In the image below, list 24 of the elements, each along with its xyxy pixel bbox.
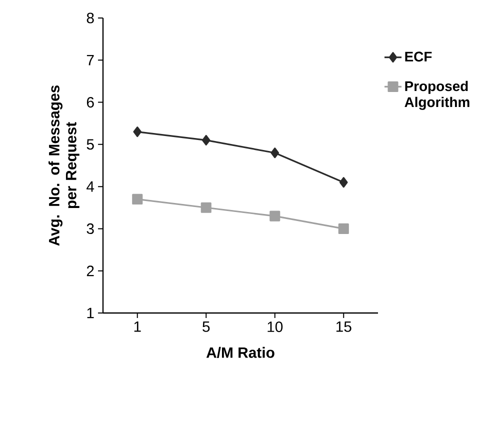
point	[270, 148, 280, 158]
y-tick-label: 6	[86, 96, 94, 108]
y-axis-title: Avg. No. of Messages per Request	[48, 85, 80, 246]
point	[133, 126, 142, 138]
x-tick-label: 15	[336, 322, 352, 332]
y-tick-label: 2	[86, 266, 94, 276]
x-tick-label: 5	[202, 322, 210, 332]
point	[202, 134, 210, 146]
y-tick-label: 8	[86, 12, 94, 24]
point	[132, 194, 143, 204]
point	[200, 202, 212, 213]
y-tick-label: 3	[86, 223, 94, 234]
y-tick-label: 7	[86, 55, 94, 66]
point	[270, 210, 280, 222]
y-tick-label: 1	[87, 308, 94, 318]
y-tick-label: 5	[86, 139, 94, 150]
legend-label: ECF	[405, 52, 432, 62]
point	[338, 223, 349, 234]
point	[339, 177, 348, 188]
x-tick-label: 1	[134, 322, 141, 332]
legend-label: Proposed Algorithm	[404, 80, 470, 110]
x-axis-title: A/M Ratio	[206, 346, 274, 358]
y-tick-label: 4	[86, 181, 94, 192]
x-tick-label: 10	[268, 321, 283, 332]
